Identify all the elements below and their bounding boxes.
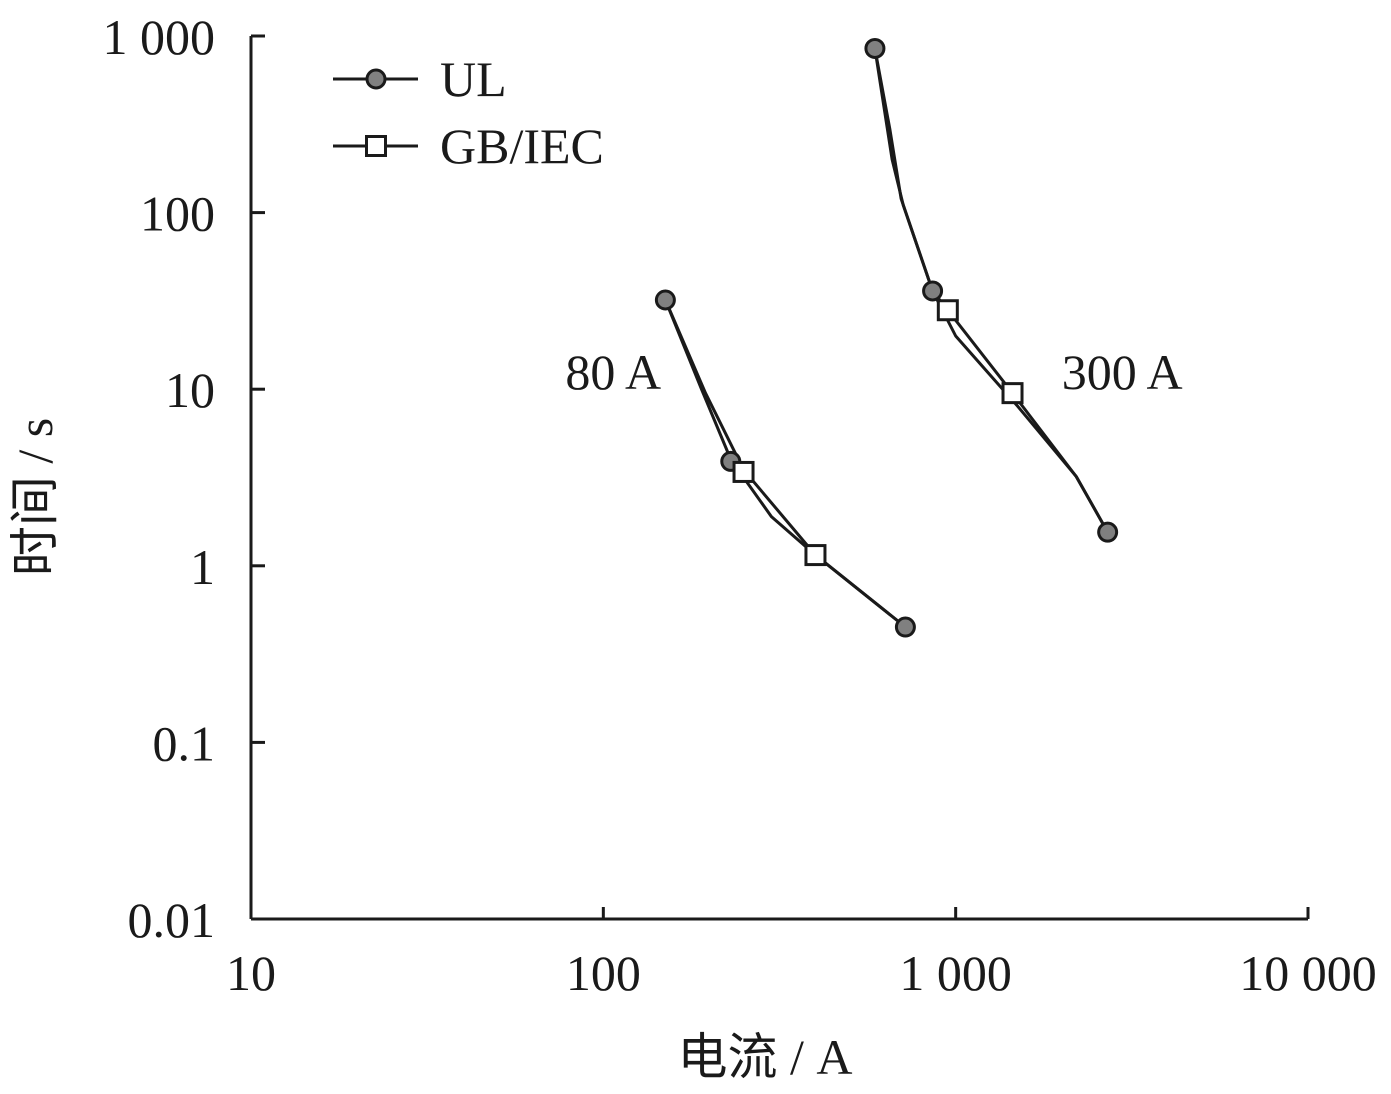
- data-point-ul: [654, 289, 676, 311]
- legend: UL GB/IEC: [333, 51, 604, 174]
- legend-marker-ul: [365, 68, 387, 90]
- annotation-label: 300 A: [1062, 344, 1183, 400]
- x-tick-label: 10: [226, 945, 276, 1001]
- series-markers: [654, 37, 1119, 638]
- series-line-ul: [664, 299, 907, 629]
- x-axis-title: 电流 / A: [678, 1029, 853, 1085]
- y-tick-label: 0.1: [153, 715, 216, 771]
- y-tick-label: 1: [190, 539, 215, 595]
- y-tick-label: 100: [140, 186, 215, 242]
- y-tick-label: 10: [165, 362, 215, 418]
- data-point-gb-iec: [1001, 382, 1024, 405]
- x-tick-label: 10 000: [1239, 945, 1377, 1001]
- y-axis-title: 时间 / s: [7, 418, 63, 576]
- data-point-ul: [864, 37, 886, 59]
- y-ticks: 0.01 0.1 1 10 100 1 000: [103, 9, 265, 948]
- annotations: 80 A 300 A: [565, 344, 1182, 400]
- data-point-gb-iec: [804, 544, 827, 567]
- data-point-gb-iec: [732, 460, 755, 483]
- x-tick-label: 100: [566, 945, 641, 1001]
- legend-label-gb-iec: GB/IEC: [440, 118, 604, 174]
- data-point-gb-iec: [936, 299, 959, 322]
- y-tick-label: 1 000: [103, 9, 216, 65]
- y-tick-label: 0.01: [128, 892, 216, 948]
- series-line-gb-iec: [664, 299, 907, 629]
- legend-marker-gb-iec: [365, 135, 387, 157]
- data-point-ul: [1097, 521, 1119, 543]
- series-lines: [664, 48, 1110, 629]
- series-line-ul: [873, 48, 1110, 533]
- x-tick-label: 1 000: [899, 945, 1012, 1001]
- series-line-gb-iec: [873, 48, 1110, 533]
- axes: [249, 36, 1308, 921]
- legend-label-ul: UL: [440, 51, 507, 107]
- annotation-label: 80 A: [565, 344, 661, 400]
- data-point-ul: [894, 616, 916, 638]
- x-ticks: 10 100 1 000 10 000: [226, 907, 1377, 1001]
- data-point-ul: [922, 280, 944, 302]
